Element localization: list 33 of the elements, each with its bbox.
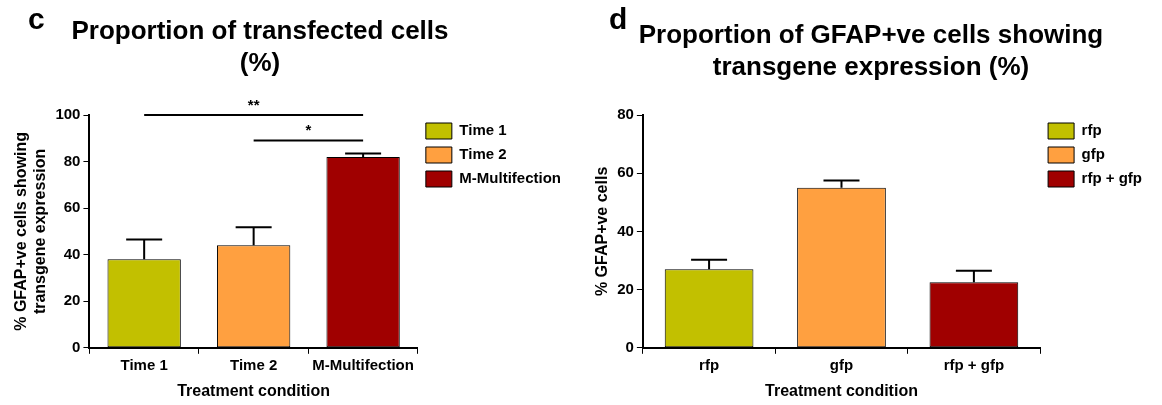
x-tick-label: Time 2 bbox=[230, 355, 278, 373]
y-tick-label: 60 bbox=[617, 163, 634, 181]
y-tick-label: 60 bbox=[63, 198, 81, 216]
chart-title: Proportion of GFAP+ve cells showing transgene expression (%) bbox=[638, 19, 1104, 81]
legend-label: rfp bbox=[1081, 121, 1102, 139]
annotation: * bbox=[305, 121, 312, 139]
legend-label: gfp bbox=[1081, 145, 1105, 163]
y-tick-label: 100 bbox=[55, 105, 81, 123]
x-tick-label: rfp bbox=[699, 355, 720, 373]
legend-label: Time 1 bbox=[459, 121, 507, 139]
y-tick-label: 0 bbox=[72, 337, 81, 355]
x-tick-label: M-Multifection bbox=[312, 355, 414, 373]
x-axis-title: Treatment condition bbox=[765, 381, 918, 399]
x-tick-label: rfp + gfp bbox=[943, 355, 1005, 373]
legend-label: rfp + gfp bbox=[1081, 169, 1143, 187]
y-tick-label: 0 bbox=[625, 337, 634, 355]
chart-title: Proportion of transfected cells (%) bbox=[70, 14, 450, 78]
y-axis-title: % GFAP+ve cells bbox=[593, 166, 611, 297]
y-tick-label: 40 bbox=[617, 221, 634, 239]
text: d bbox=[609, 2, 628, 36]
x-tick-label: gfp bbox=[829, 355, 854, 373]
legend-label: Time 2 bbox=[459, 145, 507, 163]
x-axis-title: Treatment condition bbox=[177, 381, 331, 399]
text: c bbox=[28, 2, 45, 36]
y-tick-label: 40 bbox=[63, 244, 81, 262]
y-tick-label: 80 bbox=[63, 151, 81, 169]
x-tick-label: Time 1 bbox=[120, 355, 168, 373]
y-tick-label: 80 bbox=[617, 105, 634, 123]
legend-label: M-Multifection bbox=[459, 169, 562, 187]
y-tick-label: 20 bbox=[617, 279, 634, 297]
y-axis-title: % GFAP+ve cells showing transgene expression bbox=[12, 132, 49, 331]
text: ** bbox=[247, 95, 260, 113]
y-tick-label: 20 bbox=[63, 291, 81, 309]
